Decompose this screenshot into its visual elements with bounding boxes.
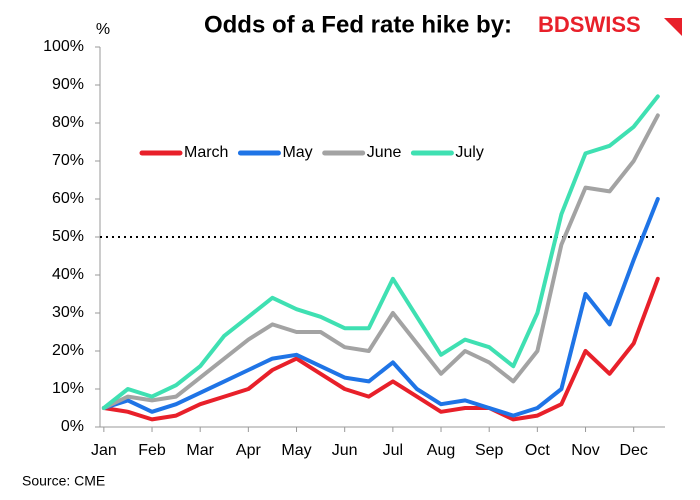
- source: Source: CME: [22, 473, 105, 489]
- x-tick-label: Jul: [383, 442, 403, 459]
- legend-label: July: [455, 144, 483, 161]
- series-line: [101, 113, 660, 410]
- x-tick-label: Apr: [236, 442, 262, 459]
- y-tick-label: 90%: [52, 76, 84, 93]
- x-tick-label: Jan: [91, 442, 117, 459]
- x-tick-label: Jun: [332, 442, 358, 459]
- y-tick-label: 10%: [52, 380, 84, 397]
- x-tick-label: Dec: [619, 442, 647, 459]
- y-tick-label: 0%: [61, 418, 84, 435]
- y-tick-label: 30%: [52, 304, 84, 321]
- y-tick-label: 100%: [43, 38, 84, 55]
- x-tick-label: Feb: [138, 442, 166, 459]
- series-line: [101, 197, 660, 418]
- x-tick-label: Aug: [427, 442, 455, 459]
- y-tick-label: 40%: [52, 266, 84, 283]
- y-tick-label: 70%: [52, 152, 84, 169]
- y-tick-label: 80%: [52, 114, 84, 131]
- x-tick-label: Nov: [571, 442, 599, 459]
- x-tick-label: Oct: [525, 442, 550, 459]
- series-line: [101, 276, 660, 422]
- legend-label: March: [184, 144, 228, 161]
- legend-label: May: [282, 144, 312, 161]
- y-tick-label: 20%: [52, 342, 84, 359]
- chart-title: Odds of a Fed rate hike by:: [204, 11, 512, 38]
- x-tick-label: Mar: [186, 442, 214, 459]
- series-line: [101, 94, 660, 410]
- logo: BDSWISS: [538, 12, 641, 37]
- logo-icon: [664, 18, 682, 36]
- y-tick-label: 50%: [52, 228, 84, 245]
- legend-label: June: [367, 144, 402, 161]
- x-tick-label: Sep: [475, 442, 504, 459]
- y-axis-label: %: [96, 21, 110, 38]
- y-tick-label: 60%: [52, 190, 84, 207]
- x-tick-label: May: [281, 442, 311, 459]
